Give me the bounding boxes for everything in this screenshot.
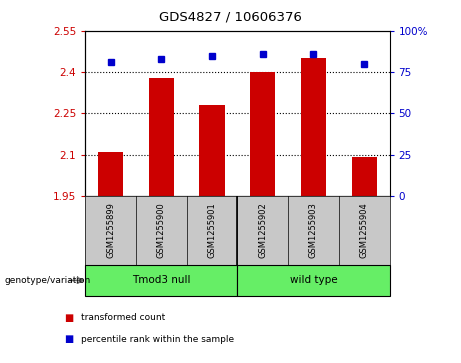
Bar <box>237 265 390 296</box>
Bar <box>199 105 225 196</box>
Text: ■: ■ <box>65 313 74 323</box>
Bar <box>351 158 377 196</box>
Text: transformed count: transformed count <box>81 313 165 322</box>
Text: wild type: wild type <box>290 276 337 285</box>
Text: GSM1255901: GSM1255901 <box>207 203 217 258</box>
Text: GSM1255902: GSM1255902 <box>258 203 267 258</box>
Text: percentile rank within the sample: percentile rank within the sample <box>81 335 234 344</box>
Bar <box>301 58 326 196</box>
Bar <box>250 72 275 196</box>
Text: GDS4827 / 10606376: GDS4827 / 10606376 <box>159 11 302 24</box>
Text: ■: ■ <box>65 334 74 344</box>
Bar <box>98 152 124 196</box>
Bar <box>148 78 174 196</box>
Text: GSM1255903: GSM1255903 <box>309 203 318 258</box>
Bar <box>85 265 237 296</box>
Text: GSM1255904: GSM1255904 <box>360 203 369 258</box>
Text: GSM1255900: GSM1255900 <box>157 203 166 258</box>
Text: genotype/variation: genotype/variation <box>5 276 91 285</box>
Text: Tmod3 null: Tmod3 null <box>132 276 190 285</box>
Text: GSM1255899: GSM1255899 <box>106 203 115 258</box>
